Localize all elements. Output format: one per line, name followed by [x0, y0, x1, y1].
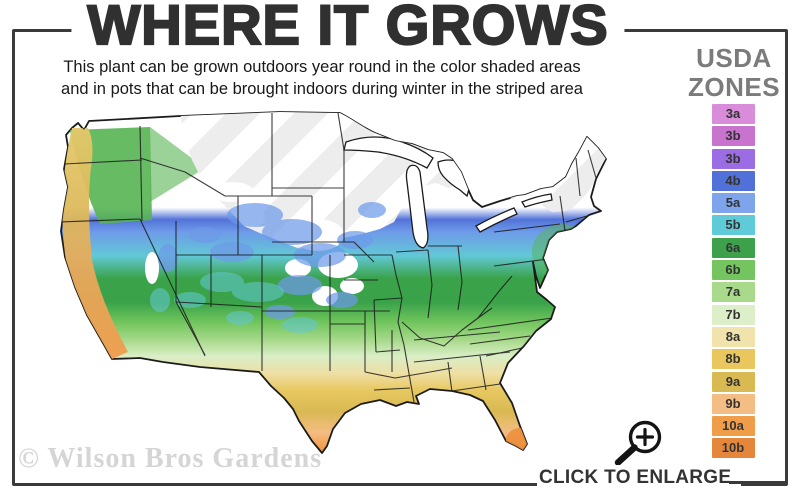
click-to-enlarge-button[interactable]: CLICK TO ENLARGE: [537, 465, 742, 493]
zone-chip-7b: 7b: [711, 304, 755, 325]
midatlantic-green-patch: [532, 224, 592, 280]
zone-chip-8a: 8a: [711, 326, 755, 347]
zoom-in-icon[interactable]: [606, 404, 676, 468]
zone4-blue-patches: [158, 202, 386, 319]
n-idaho-green-region: [150, 127, 205, 202]
zone-chip-9a: 9a: [711, 371, 755, 392]
zone-chip-4b: 4b: [711, 170, 755, 191]
zone-chip-5b: 5b: [711, 215, 755, 236]
zone-list: 3a 3b 3b 4b 5a 5b 6a 6b 7a 7b 8a 8b 9a 9b 10a 10b: [690, 104, 776, 461]
enlarge-connector-line: [729, 481, 786, 484]
zone-chip-9b: 9b: [711, 393, 755, 414]
watermark: © Wilson Bros Gardens: [18, 443, 323, 474]
page-title: WHERE IT GROWS: [71, 0, 625, 57]
zone-chip-3b: 3b: [711, 148, 755, 169]
legend-heading: USDA ZONES: [688, 44, 780, 102]
zone-chip-7a: 7a: [711, 282, 755, 303]
us-outline: [60, 111, 607, 454]
zone-chip-8b: 8b: [711, 349, 755, 370]
click-to-enlarge-label: CLICK TO ENLARGE: [539, 467, 732, 488]
legend-heading-usda: USDA: [696, 43, 772, 73]
state-borders: [61, 112, 597, 403]
zone-chip-6a: 6a: [711, 237, 755, 258]
zone-chip-6b: 6b: [711, 260, 755, 281]
zone-chip-10b: 10b: [711, 438, 755, 459]
subtitle: This plant can be grown outdoors year ro…: [22, 57, 622, 100]
lake-erie: [475, 207, 518, 233]
great-lakes: [343, 136, 553, 249]
subtitle-line-2: and in pots that can be brought indoors …: [61, 79, 583, 98]
zone-chip-10a: 10a: [711, 416, 755, 437]
zone-chip-3a: 3a: [711, 104, 755, 124]
zone-chip-5a: 5a: [711, 193, 755, 214]
subtitle-line-1: This plant can be grown outdoors year ro…: [63, 58, 581, 76]
lake-michigan: [405, 164, 429, 249]
zone-chip-3b: 3b: [711, 126, 755, 147]
legend-heading-zones: ZONES: [688, 72, 781, 102]
lake-ontario: [521, 193, 553, 208]
